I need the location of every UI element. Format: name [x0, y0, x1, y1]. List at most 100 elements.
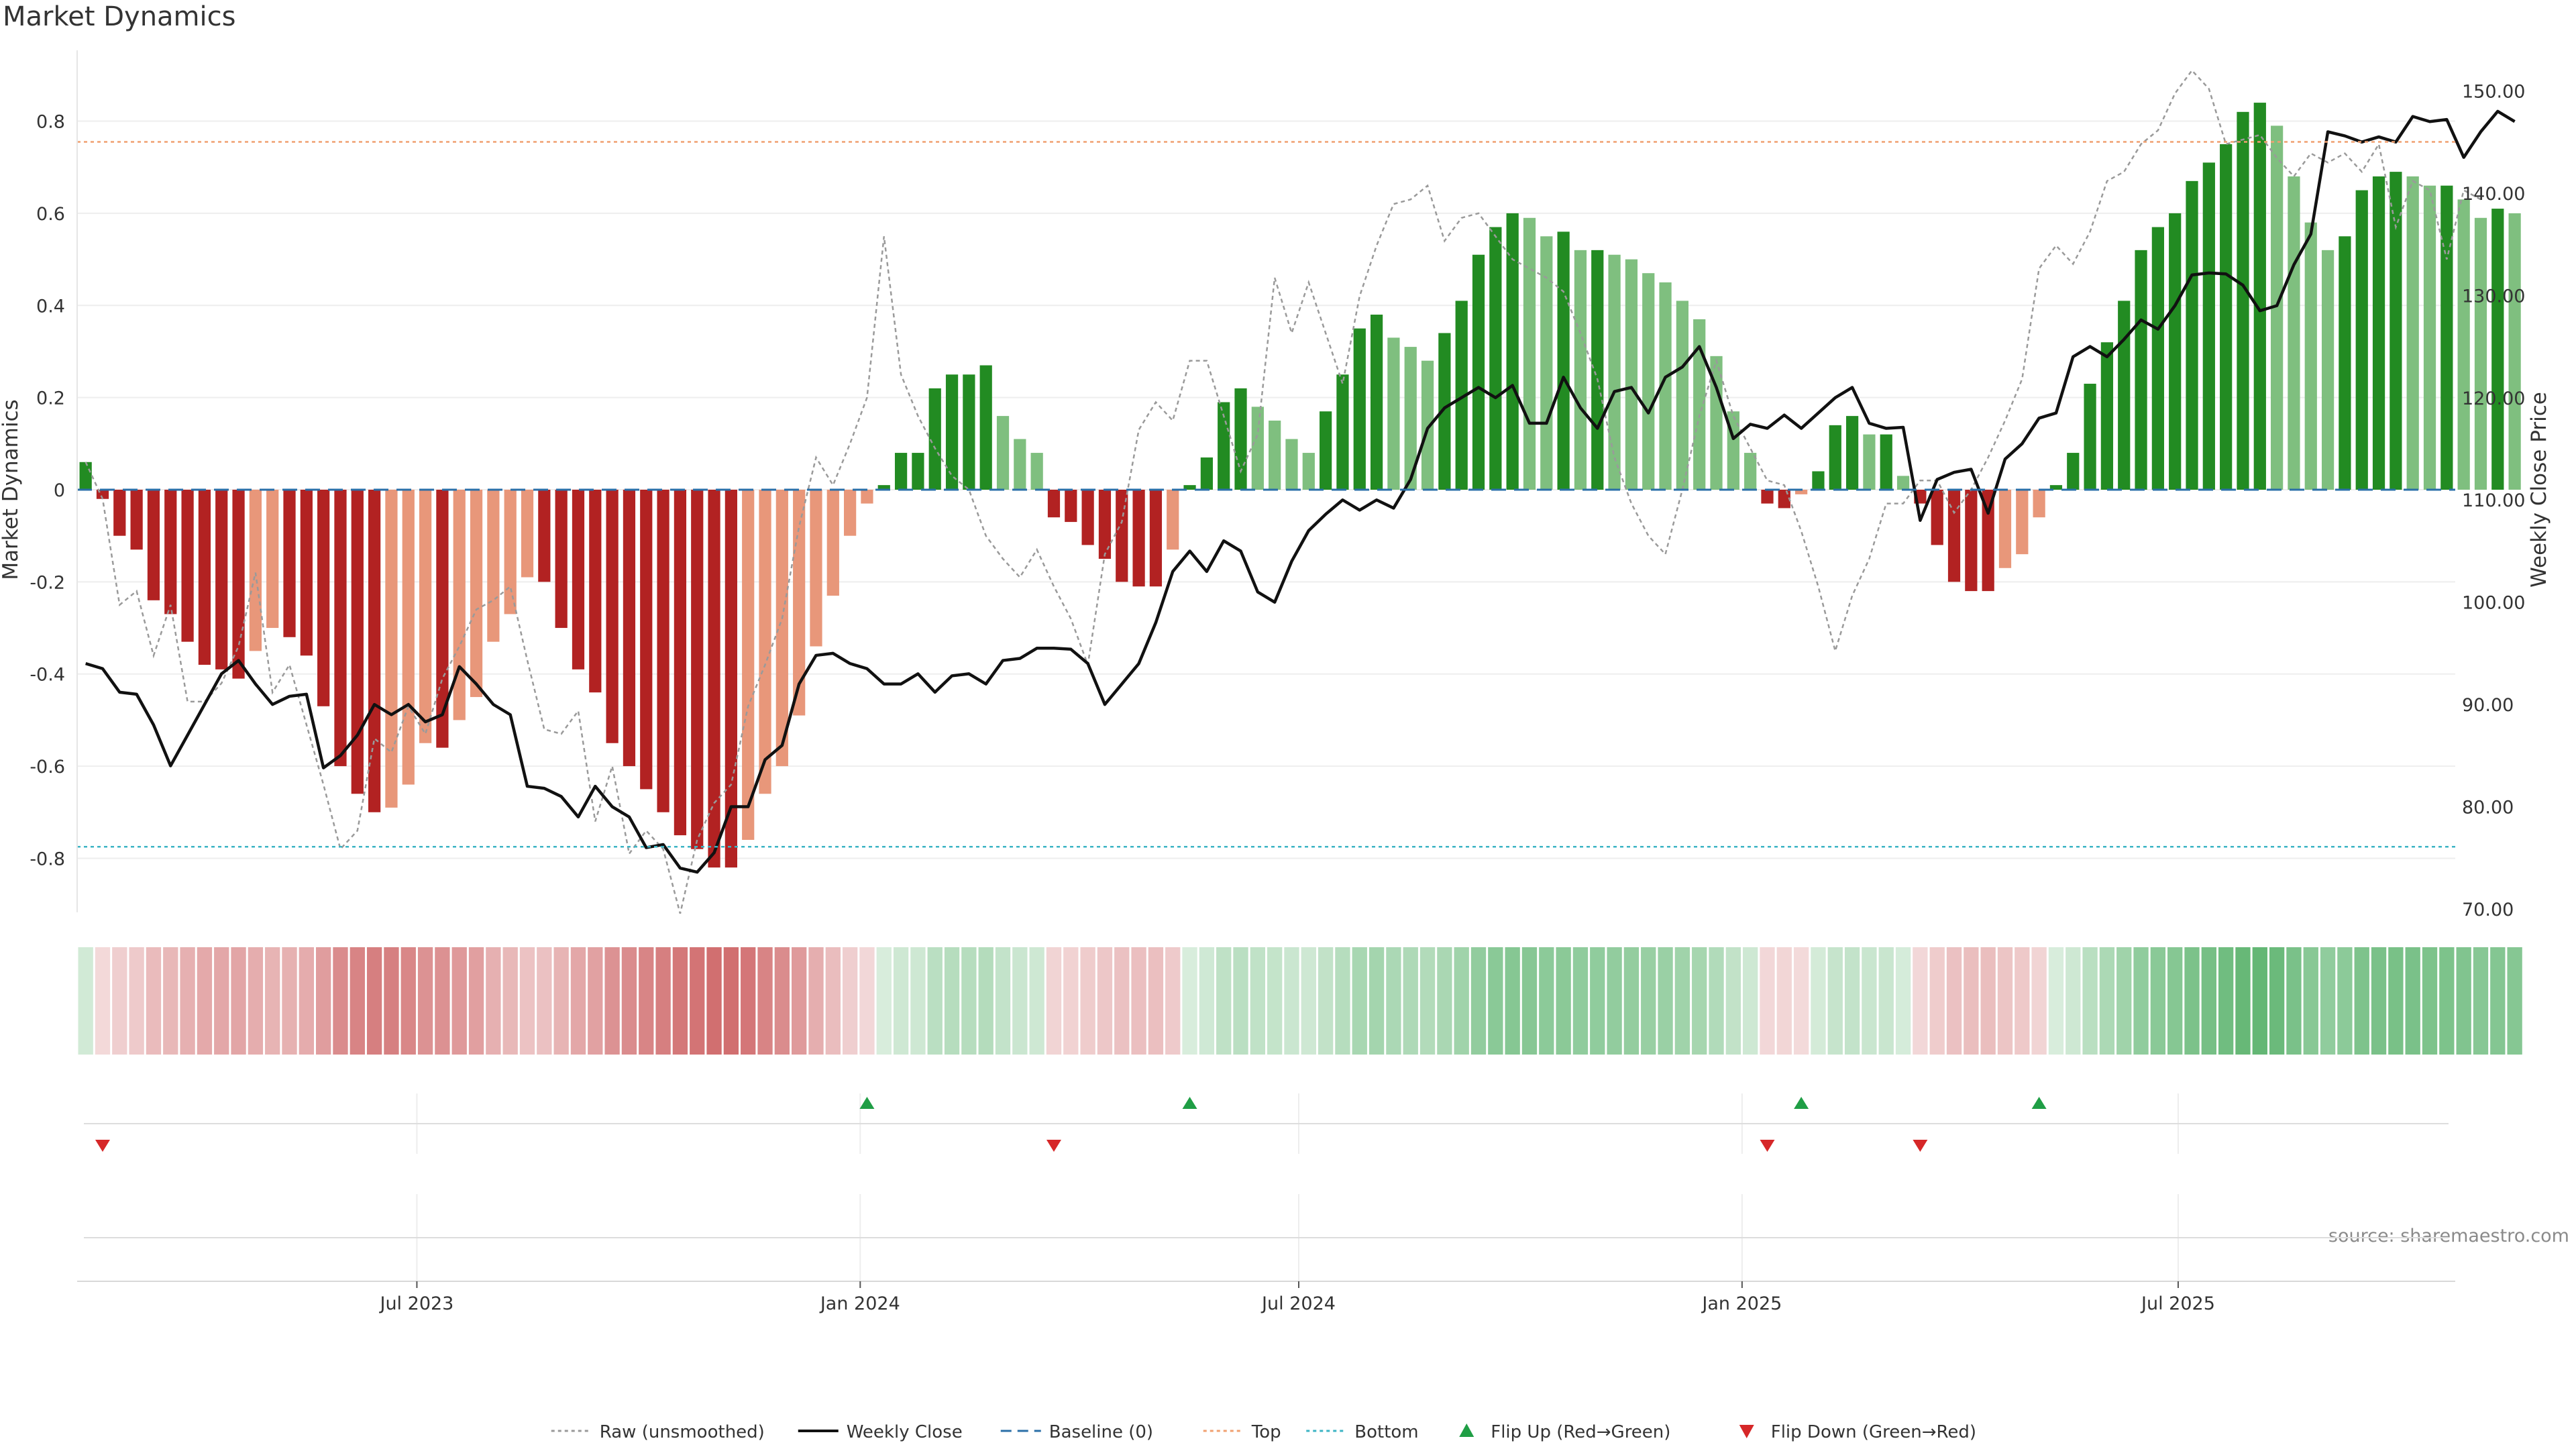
histogram-bar — [945, 374, 959, 490]
heat-strip-cell — [621, 947, 637, 1055]
histogram-bar — [1693, 319, 1706, 490]
histogram-bar — [266, 490, 279, 629]
histogram-bar — [1183, 485, 1196, 490]
legend-label: Flip Down (Green→Red) — [1771, 1422, 1976, 1442]
histogram-bar — [368, 490, 381, 812]
histogram-bar — [1353, 328, 1366, 490]
heat-strip-cell — [2320, 947, 2336, 1055]
heat-strip-cell — [146, 947, 162, 1055]
heat-strip-cell — [2303, 947, 2318, 1055]
heat-strip-cell — [2133, 947, 2149, 1055]
histogram-bar — [1574, 250, 1587, 490]
histogram-bar — [470, 490, 483, 698]
heat-strip-cell — [876, 947, 892, 1055]
histogram-bar — [555, 490, 568, 629]
histogram-bar — [2067, 453, 2080, 490]
legend-label: Raw (unsmoothed) — [600, 1422, 765, 1442]
histogram-bar — [1506, 213, 1519, 490]
histogram-bar — [657, 490, 669, 812]
histogram-bar — [1642, 273, 1655, 490]
histogram-bar — [521, 490, 534, 578]
legend-label: Baseline (0) — [1049, 1422, 1153, 1442]
heat-strip-cell — [2388, 947, 2404, 1055]
heat-strip-cell — [774, 947, 790, 1055]
legend-swatch-flip-down — [1739, 1425, 1754, 1438]
histogram-bar — [2100, 342, 2114, 490]
histogram-bar — [1047, 490, 1061, 518]
histogram-bar — [826, 490, 839, 596]
heat-strip-cell — [2507, 947, 2522, 1055]
heat-strip-cell — [2354, 947, 2369, 1055]
y2-tick-label: 120.00 — [2462, 388, 2525, 409]
y2-tick-label: 90.00 — [2462, 695, 2514, 716]
heat-strip-cell — [2337, 947, 2353, 1055]
heat-strip-cell — [519, 947, 535, 1055]
histogram-bar — [1947, 490, 1961, 582]
legend-swatch-flip-up — [1459, 1424, 1474, 1437]
flip-up-marker — [859, 1097, 875, 1109]
heat-strip-cell — [2031, 947, 2047, 1055]
heat-strip-cell — [95, 947, 111, 1055]
histogram-bar — [606, 490, 619, 743]
heat-strip-cell — [1743, 947, 1758, 1055]
histogram-bar — [2118, 301, 2131, 490]
histogram-bar — [1676, 301, 1688, 490]
heat-strip-cell — [1505, 947, 1520, 1055]
histogram-bar — [2288, 176, 2300, 490]
heat-strip-cell — [1997, 947, 2013, 1055]
heat-strip-cell — [1556, 947, 1571, 1055]
heat-strip-cell — [1521, 947, 1538, 1055]
flip-up-marker — [1182, 1097, 1197, 1109]
heat-strip-cell — [231, 947, 246, 1055]
series-lines — [85, 69, 2516, 914]
histogram-bar — [708, 490, 720, 868]
heat-strip-cell — [2371, 947, 2387, 1055]
heat-strip-cell — [1641, 947, 1656, 1055]
histogram-bar — [2237, 111, 2249, 490]
heat-strip-cell — [995, 947, 1011, 1055]
heat-strip-cell — [723, 947, 739, 1055]
flip-markers — [84, 1093, 2449, 1154]
heat-strip-cell — [1827, 947, 1843, 1055]
heat-strip-cell — [1658, 947, 1673, 1055]
heat-strip-cell — [1403, 947, 1418, 1055]
histogram-bar — [742, 490, 755, 840]
heat-strip-cell — [2269, 947, 2285, 1055]
histogram-bar — [1081, 490, 1094, 545]
histogram-bar — [1404, 347, 1417, 490]
heat-strip-cell — [825, 947, 841, 1055]
y-tick-label: 0.8 — [36, 112, 65, 133]
y-tick-label: 0.6 — [36, 204, 65, 225]
heat-strip-cell — [1301, 947, 1316, 1055]
heat-strip-cell — [1454, 947, 1469, 1055]
histogram-bar — [1896, 476, 1910, 490]
histogram-bar — [2151, 227, 2164, 490]
flip-down-marker — [1046, 1140, 1061, 1152]
histogram-bar — [2186, 180, 2198, 490]
heat-strip-cell — [366, 947, 382, 1055]
histogram-bar — [1200, 457, 1213, 490]
legend-item: Baseline (0) — [1000, 1422, 1153, 1442]
x-tick-label: Jul 2023 — [378, 1293, 453, 1314]
heat-strip-cell — [927, 947, 943, 1055]
histogram-bar — [877, 485, 890, 490]
heat-strip-cell — [1233, 947, 1248, 1055]
histogram-bar — [538, 490, 551, 582]
heat-strip-cell — [2167, 947, 2183, 1055]
histogram-bar — [1438, 333, 1451, 490]
heat-strip-cell — [1692, 947, 1707, 1055]
histogram-bar — [810, 490, 822, 647]
heat-strip-cell — [1572, 947, 1589, 1055]
heat-strip-cell — [78, 947, 93, 1055]
heat-strip-cell — [1352, 947, 1367, 1055]
heat-strip-cell — [316, 947, 331, 1055]
heat-strip-cell — [2405, 947, 2420, 1055]
heat-strip-cell — [2184, 947, 2200, 1055]
histogram-bar — [928, 388, 941, 490]
source-label: source: sharemaestro.com — [2328, 1226, 2569, 1246]
histogram-bar — [453, 490, 466, 720]
histogram-bar — [1829, 425, 1841, 490]
histogram-bar — [79, 462, 92, 490]
